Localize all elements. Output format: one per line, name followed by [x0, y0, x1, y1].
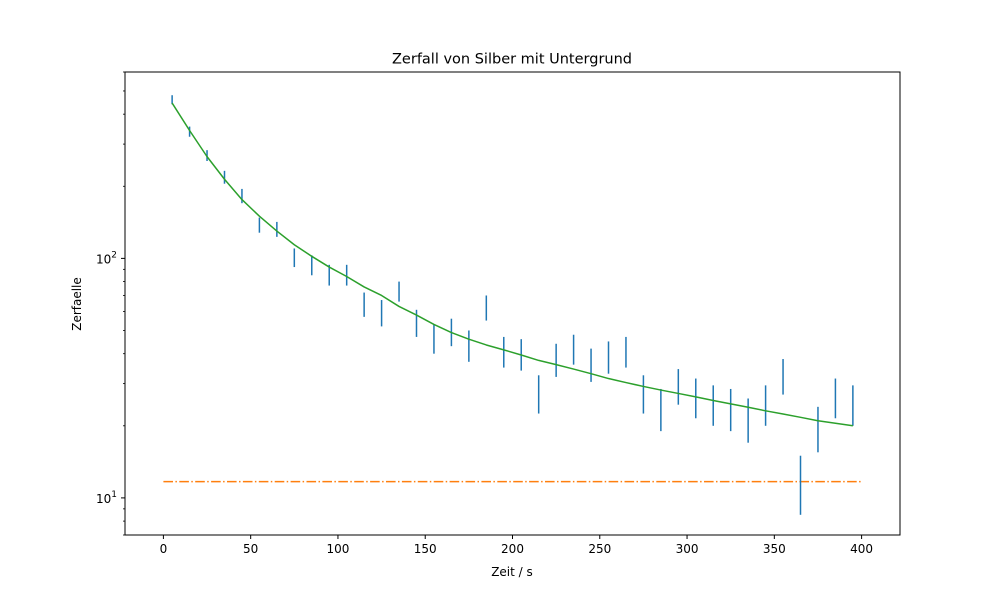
- x-tick-label: 50: [243, 542, 258, 556]
- y-tick-label: 101: [96, 490, 117, 506]
- axes-frame: [124, 71, 901, 536]
- y-axis-title: Zerfaelle: [70, 277, 84, 331]
- x-tick-label: 400: [850, 542, 873, 556]
- x-tick-label: 350: [763, 542, 786, 556]
- x-tick-label: 150: [414, 542, 437, 556]
- x-tick-label: 100: [326, 542, 349, 556]
- x-tick-label: 250: [588, 542, 611, 556]
- fit-curve: [171, 102, 853, 427]
- y-axis: 101 102: [96, 71, 125, 536]
- chart-title: Zerfall von Silber mit Untergrund: [392, 52, 632, 68]
- plot-area: [163, 95, 862, 515]
- y-tick-label: 102: [96, 250, 117, 266]
- x-axis-title: Zeit / s: [491, 565, 533, 579]
- x-tick-label: 0: [160, 542, 168, 556]
- x-axis: 0 50 100 150 200 250 300 350 400: [160, 535, 873, 556]
- x-tick-label: 200: [501, 542, 524, 556]
- x-tick-label: 300: [676, 542, 699, 556]
